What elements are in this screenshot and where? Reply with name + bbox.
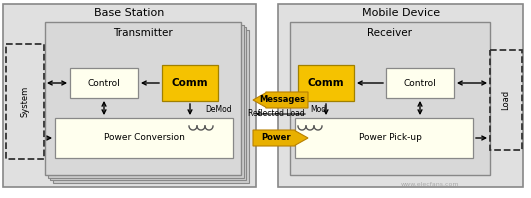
Text: www.elecfans.com: www.elecfans.com — [401, 183, 459, 188]
Bar — [490, 50, 522, 150]
Bar — [386, 68, 454, 98]
Text: Load: Load — [501, 90, 510, 110]
Text: Receiver: Receiver — [367, 28, 413, 38]
Bar — [298, 65, 354, 101]
Text: Comm: Comm — [307, 78, 344, 88]
FancyArrow shape — [253, 130, 308, 146]
Bar — [48, 25, 244, 178]
Bar — [3, 4, 256, 187]
Bar — [70, 68, 138, 98]
Text: Messages: Messages — [259, 95, 305, 105]
Text: Power: Power — [261, 133, 291, 143]
Bar — [50, 27, 246, 180]
Text: Power Pick-up: Power Pick-up — [358, 133, 422, 143]
Bar — [53, 30, 249, 183]
Text: Comm: Comm — [172, 78, 208, 88]
Text: Mod: Mod — [310, 106, 326, 114]
Text: System: System — [21, 85, 30, 117]
Text: Mobile Device: Mobile Device — [362, 8, 440, 18]
Text: Reflected Load: Reflected Load — [247, 109, 304, 118]
Text: Transmitter: Transmitter — [113, 28, 173, 38]
Text: Control: Control — [88, 78, 121, 88]
Bar — [162, 65, 218, 101]
Bar — [55, 118, 233, 158]
Text: Power Conversion: Power Conversion — [104, 133, 184, 143]
FancyArrow shape — [253, 92, 308, 108]
Text: Control: Control — [404, 78, 436, 88]
Text: DeMod: DeMod — [205, 106, 232, 114]
Bar — [290, 22, 490, 175]
Bar — [278, 4, 523, 187]
Bar — [295, 118, 473, 158]
Bar — [6, 44, 44, 159]
Bar — [45, 22, 241, 175]
Text: Base Station: Base Station — [94, 8, 164, 18]
